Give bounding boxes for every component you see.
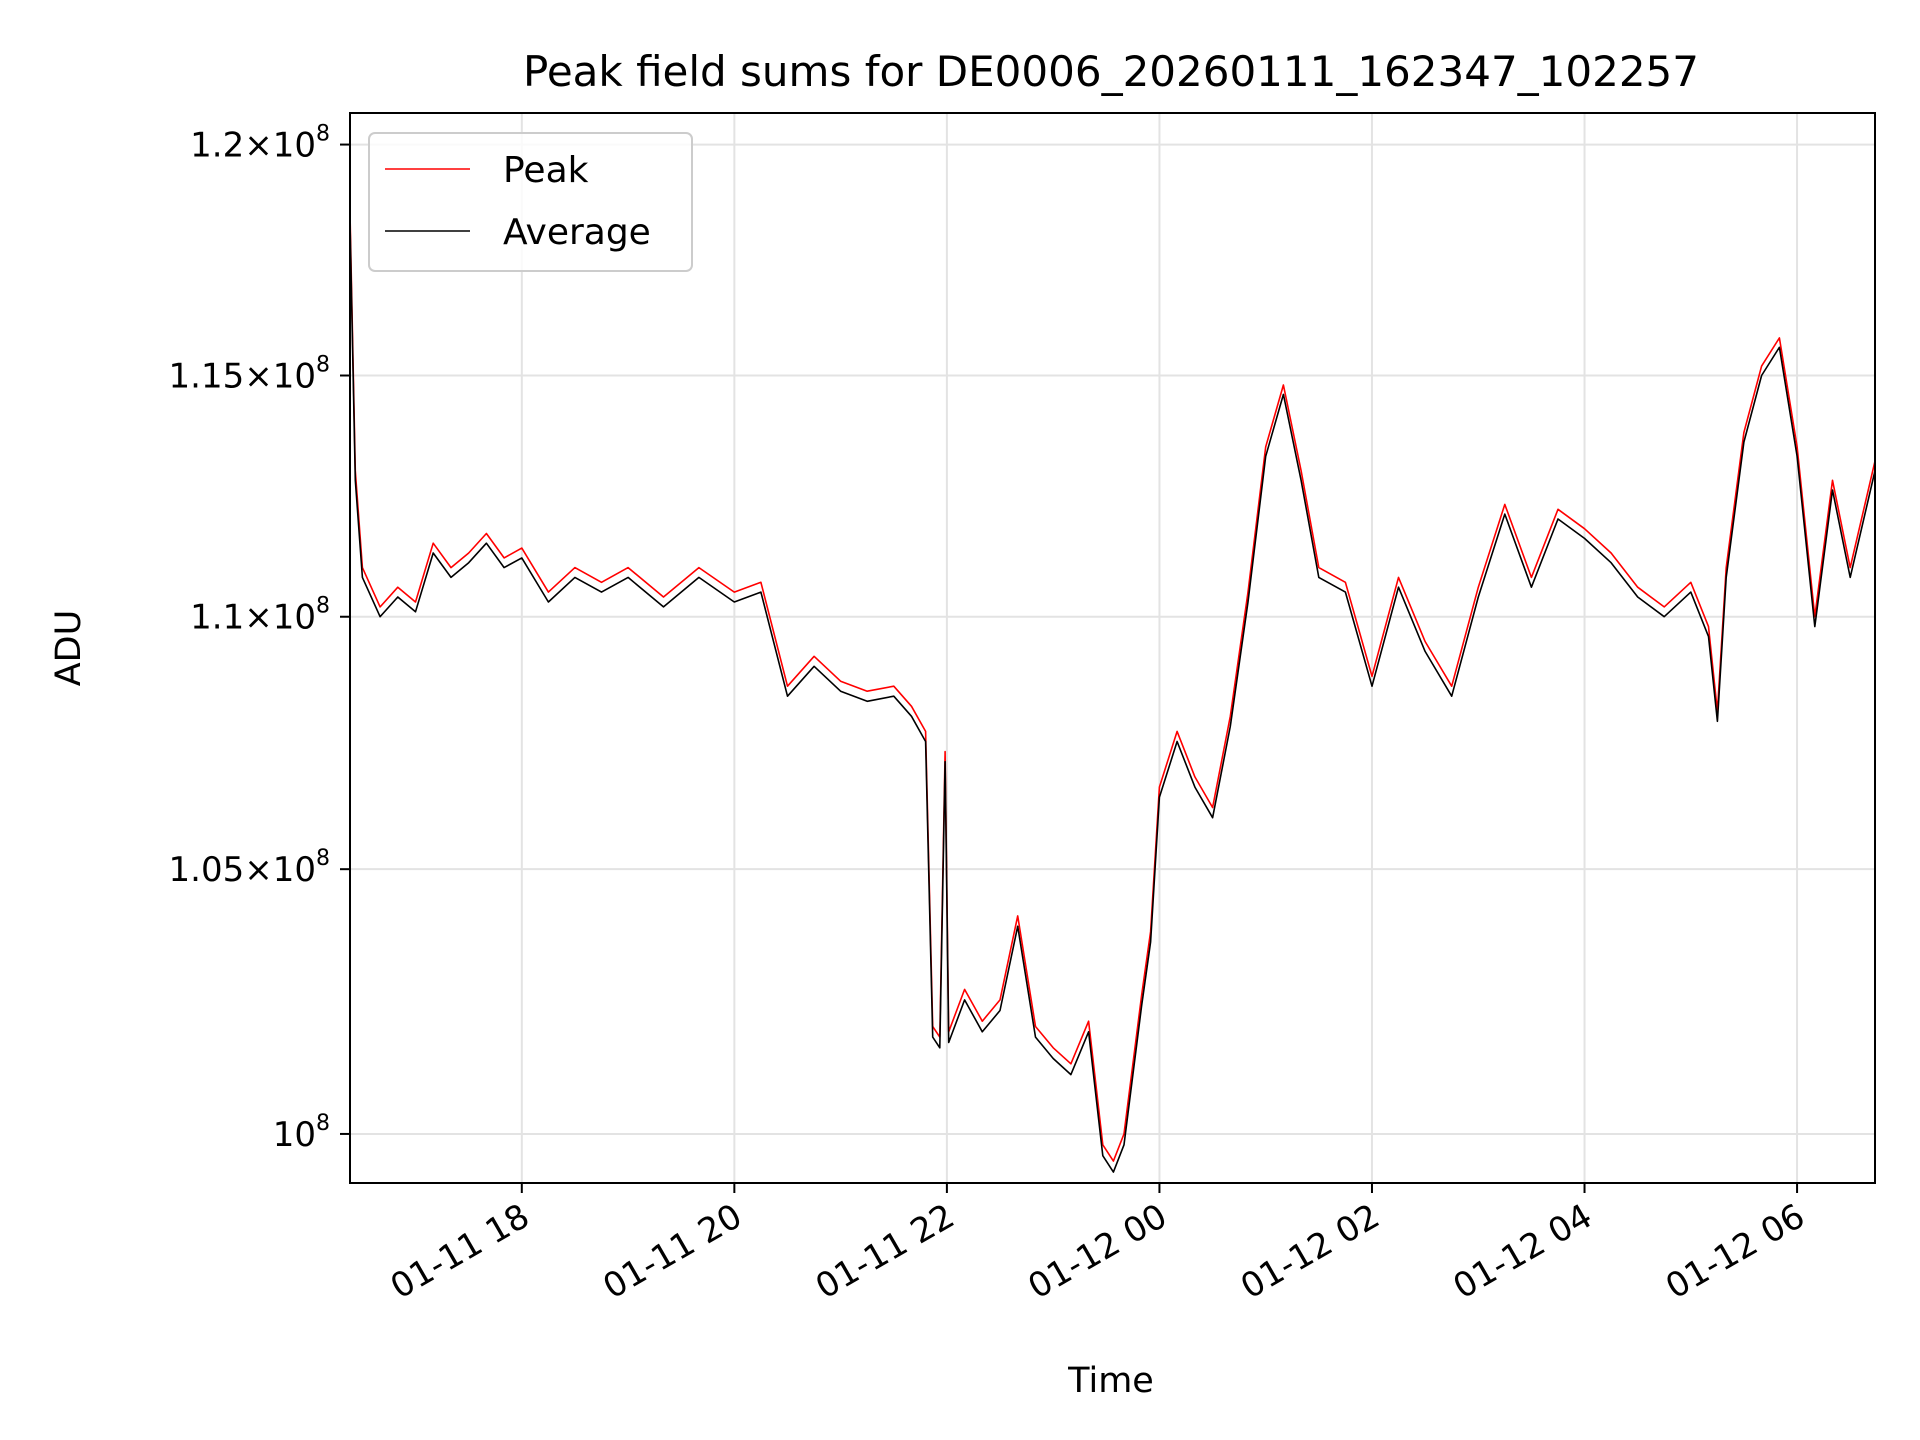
y-axis-ticks: 108 1.05×108 1.1×108 1.15×108 1.2×108 [169, 122, 350, 1155]
y-tick-label: 1.05×108 [169, 846, 330, 890]
series-line-average [349, 221, 1876, 1173]
y-tick-label: 108 [273, 1111, 330, 1155]
series-lines [349, 212, 1876, 1173]
plot-frame [349, 112, 1876, 1184]
y-tick-label: 1.2×108 [190, 122, 330, 166]
legend-label-peak: Peak [503, 150, 589, 191]
y-tick-label: 1.1×108 [190, 594, 330, 638]
y-axis-label: ADU [49, 610, 89, 687]
legend: Peak Average [368, 132, 693, 272]
legend-box [368, 132, 693, 272]
legend-label-average: Average [503, 212, 651, 253]
series-line-peak [349, 212, 1876, 1162]
y-tick-label: 1.15×108 [169, 353, 330, 397]
x-axis-label: Time [1067, 1361, 1154, 1401]
chart-title: Peak field sums for DE0006_20260111_1623… [523, 47, 1699, 96]
